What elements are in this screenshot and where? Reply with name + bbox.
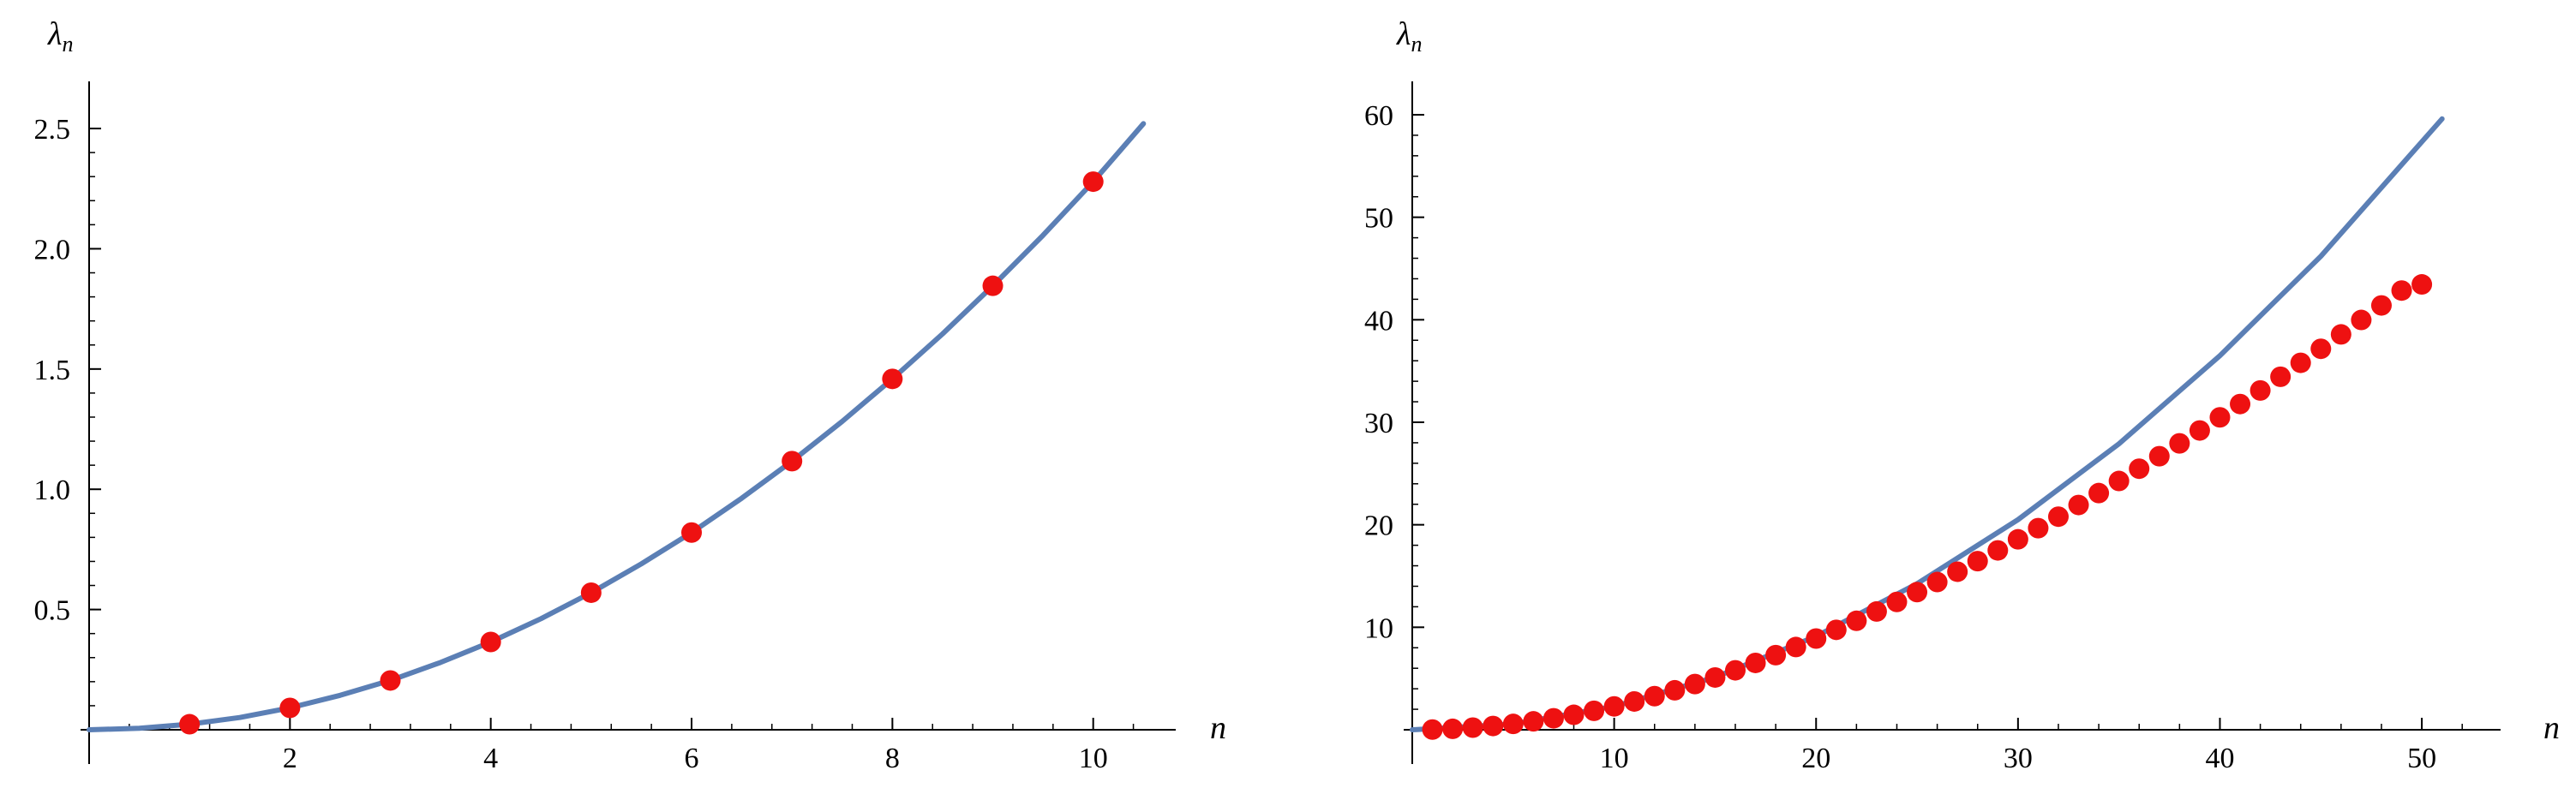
y-tick-label: 2.5 (34, 114, 71, 146)
x-tick-label: 8 (885, 743, 900, 774)
data-point (1462, 717, 1483, 738)
data-point (1765, 644, 1787, 666)
data-point (2007, 528, 2028, 550)
data-point (2310, 338, 2332, 360)
data-point (1846, 610, 1867, 631)
data-point (2088, 482, 2110, 504)
data-point (1563, 704, 1585, 725)
data-point (1644, 685, 1665, 707)
x-tick-label: 6 (685, 743, 699, 774)
data-point (1825, 619, 1847, 641)
data-point (2370, 295, 2392, 316)
data-point (1584, 700, 1605, 721)
x-tick-label: 10 (1079, 743, 1108, 774)
data-point (279, 697, 301, 719)
data-point (2169, 433, 2190, 454)
data-point (1664, 679, 1686, 701)
data-point (2270, 366, 2291, 387)
y-tick-label: 40 (1364, 305, 1393, 337)
y-tick-label: 2.0 (34, 234, 71, 266)
data-point (1785, 636, 1806, 658)
data-point (1866, 600, 1887, 622)
data-point (2209, 407, 2231, 428)
data-point (1543, 707, 1564, 729)
chart-left: 2 4 6 8 10 0.5 1.0 1.5 2.0 2.5 n λn (34, 16, 1227, 774)
data-point (1745, 652, 1766, 673)
data-point (1806, 628, 1827, 649)
data-point (2250, 379, 2271, 401)
x-tick-label: 50 (2407, 743, 2436, 774)
data-point (1987, 540, 2009, 561)
data-point (2391, 280, 2412, 301)
series-curve (87, 121, 1147, 732)
data-point (1684, 673, 1705, 695)
data-point (2047, 506, 2069, 528)
y-tick-label: 20 (1364, 510, 1393, 542)
y-tick-label: 0.5 (34, 595, 71, 627)
y-axis-title: λn (1396, 16, 1422, 57)
data-point (1886, 591, 1908, 612)
data-point (1926, 571, 1948, 593)
data-point (2330, 324, 2351, 345)
data-point (179, 713, 201, 735)
data-point (2028, 517, 2049, 539)
y-tick-label: 30 (1364, 408, 1393, 439)
x-tick-label: 20 (1801, 743, 1830, 774)
x-tick-label: 30 (2004, 743, 2033, 774)
data-point (782, 451, 803, 472)
data-point (2189, 420, 2210, 441)
series-curve (1410, 116, 2445, 732)
y-tick-label: 1.5 (34, 355, 71, 386)
data-point (1603, 696, 1625, 717)
data-point (1907, 582, 1928, 603)
data-point (982, 275, 1003, 296)
data-point (1483, 715, 1504, 737)
chart-right: 10 20 30 40 50 10 20 30 40 50 60 n λn (1364, 16, 2560, 774)
y-tick-label: 50 (1364, 203, 1393, 235)
data-point (2230, 393, 2251, 415)
data-point (1082, 171, 1104, 193)
data-point (580, 582, 602, 603)
y-tick-label: 60 (1364, 100, 1393, 132)
data-point (1947, 561, 1968, 582)
data-point (2290, 352, 2311, 373)
x-axis-title: n (2543, 710, 2560, 746)
x-axis-title: n (1210, 710, 1226, 746)
y-axis-title: λn (47, 16, 73, 57)
x-tick-label: 4 (483, 743, 498, 774)
data-point (2068, 494, 2089, 516)
data-point (380, 670, 401, 691)
y-tick-label: 1.0 (34, 475, 71, 506)
data-point (882, 368, 903, 390)
data-point (2411, 274, 2433, 296)
data-point (681, 522, 703, 543)
data-point (2129, 458, 2150, 480)
data-point (2351, 309, 2372, 331)
data-point (1422, 719, 1443, 740)
x-tick-label: 10 (1600, 743, 1629, 774)
data-point (1704, 666, 1726, 688)
x-tick-label: 40 (2205, 743, 2234, 774)
data-point (2148, 445, 2170, 467)
data-point (480, 631, 501, 653)
y-tick-label: 10 (1364, 612, 1393, 644)
data-point (1442, 718, 1464, 739)
data-point (1724, 660, 1746, 681)
data-point (1523, 711, 1544, 732)
data-point (1967, 551, 1988, 572)
data-point (2108, 470, 2130, 492)
data-point (1502, 713, 1524, 735)
x-tick-label: 2 (283, 743, 297, 774)
data-point (1624, 690, 1645, 712)
